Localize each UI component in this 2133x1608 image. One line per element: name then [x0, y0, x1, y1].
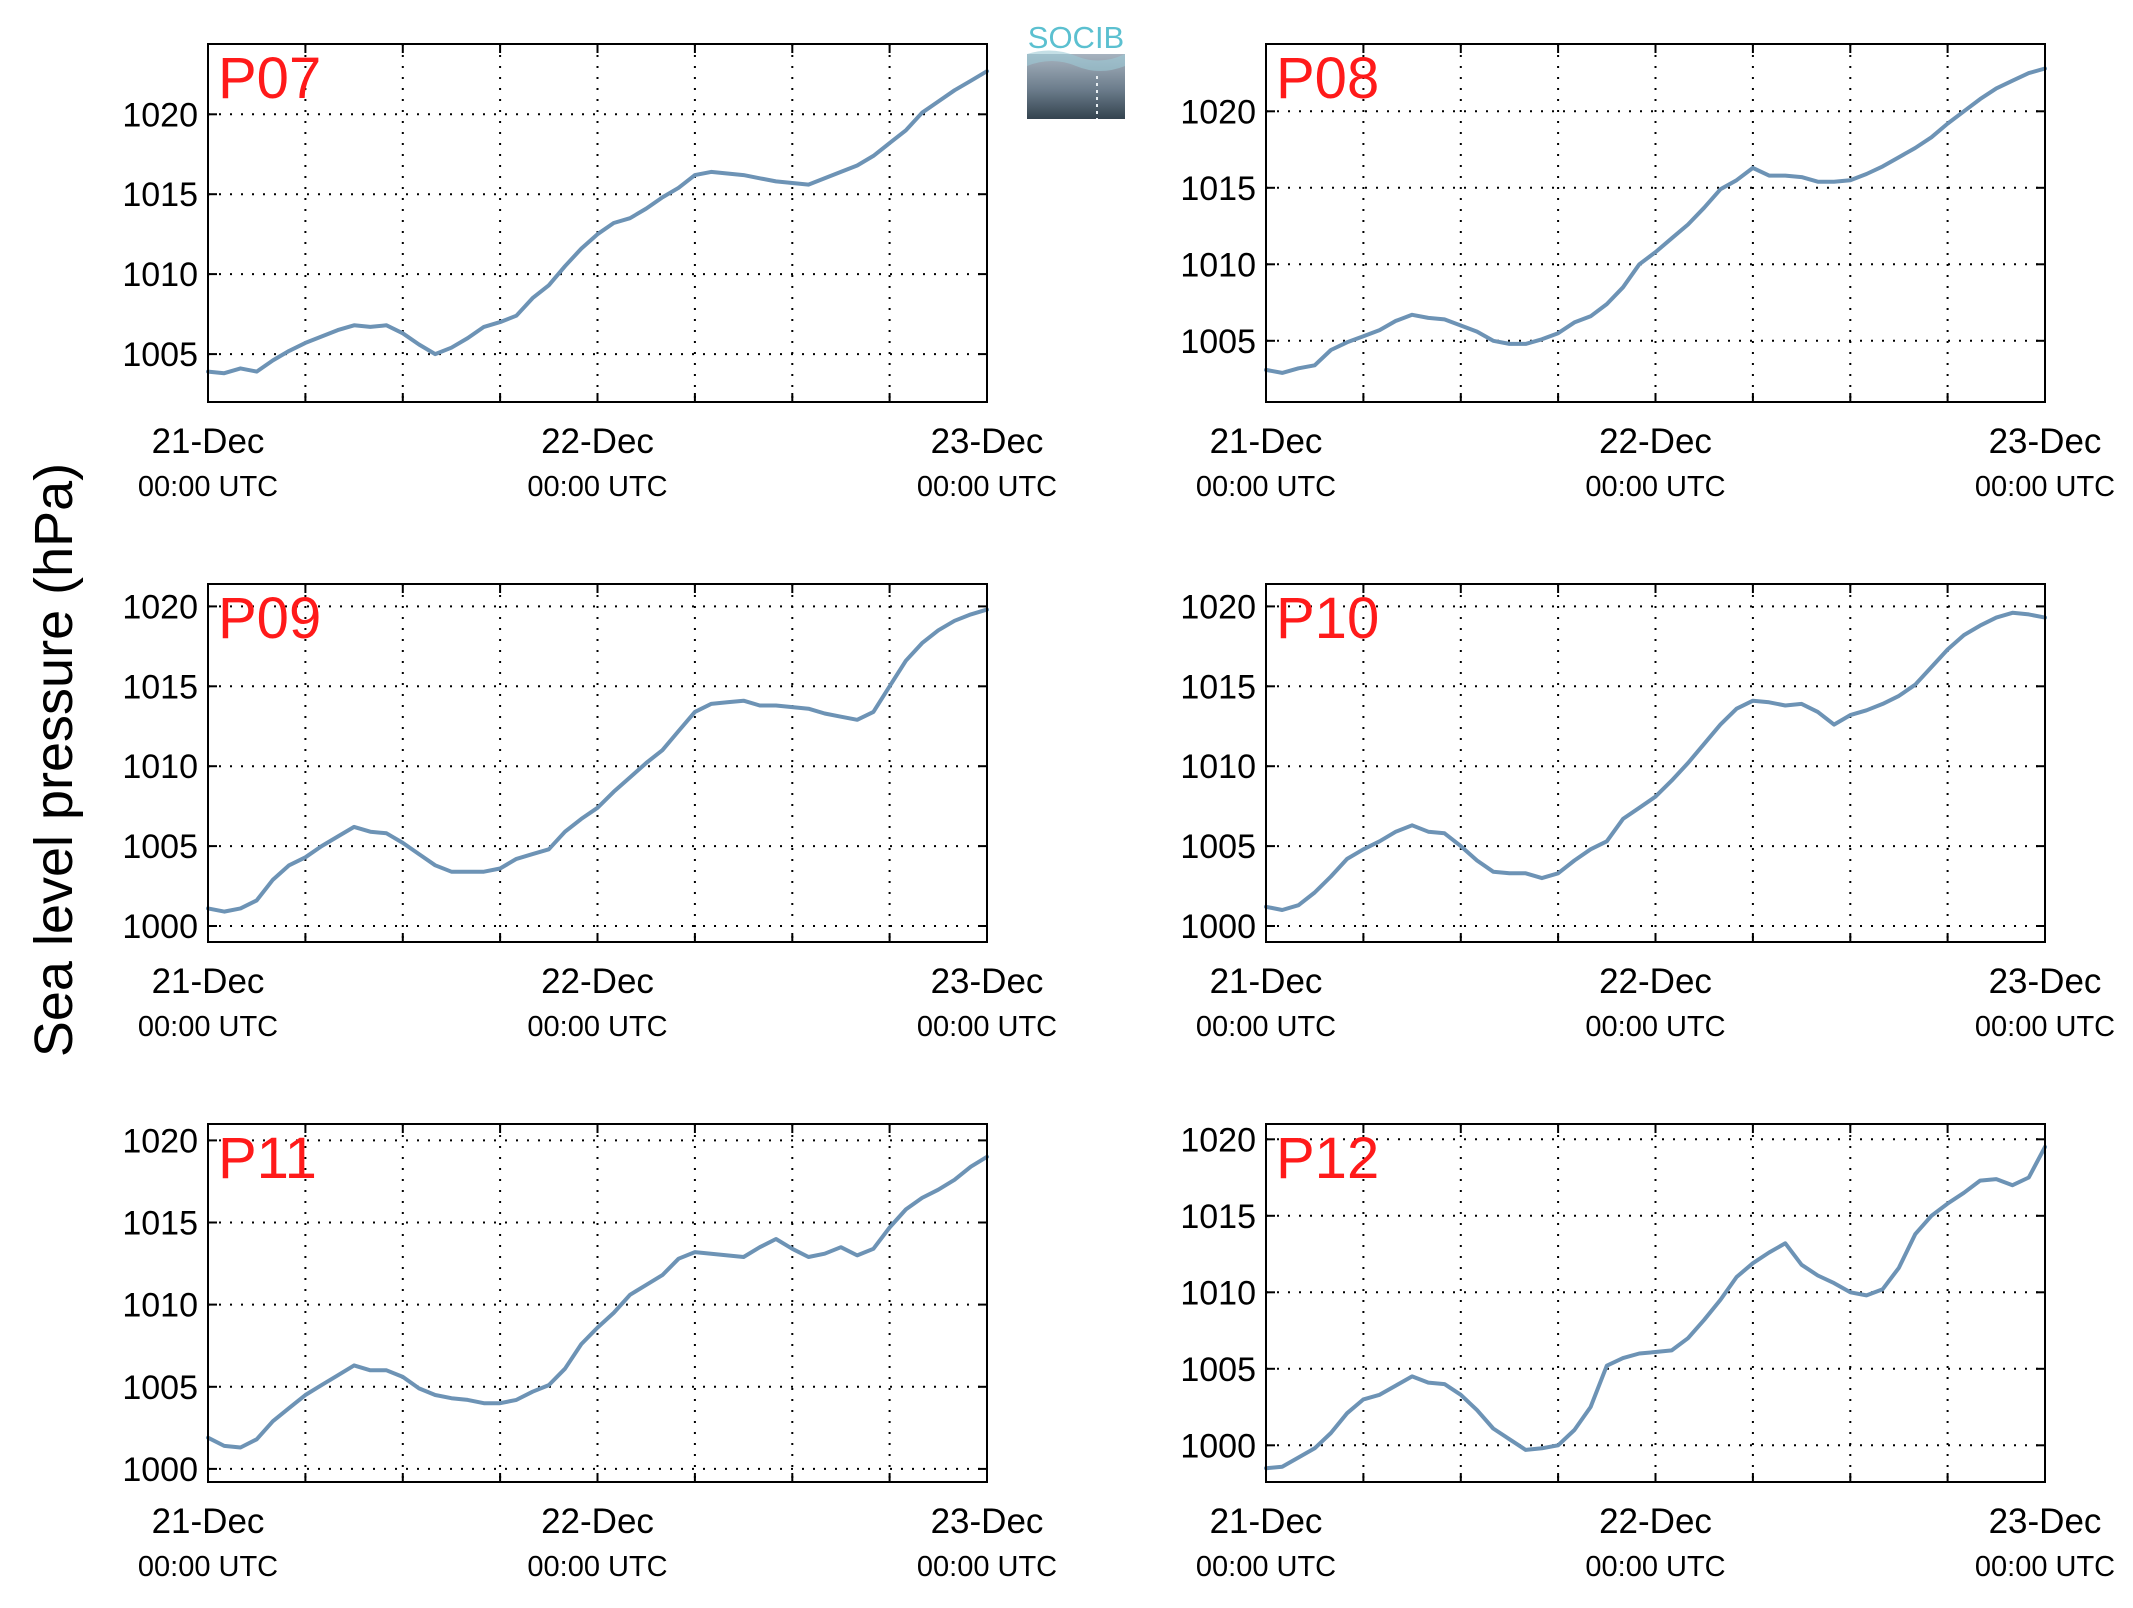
- y-tick-label: 1000: [122, 1451, 198, 1489]
- y-tick-label: 1005: [122, 1369, 198, 1407]
- logo-text: SOCIB: [1028, 20, 1124, 55]
- y-tick-label: 1010: [1180, 246, 1256, 284]
- panel-p07: 1005 1010 1015 1020 P07 21-Dec 00:00 UTC 22-Dec…: [122, 43, 1057, 503]
- y-tick-label: 1000: [122, 908, 198, 946]
- x-tick-sublabel: 00:00 UTC: [138, 1011, 278, 1043]
- x-tick-sublabel: 00:00 UTC: [1196, 1551, 1336, 1583]
- x-tick-label: 22-Dec: [1599, 1502, 1712, 1541]
- x-tick-label: 23-Dec: [931, 1502, 1044, 1541]
- x-tick-sublabel: 00:00 UTC: [1196, 471, 1336, 503]
- y-tick-label: 1015: [122, 668, 198, 706]
- plot-frame: [207, 43, 988, 403]
- x-tick-label: 21-Dec: [152, 422, 265, 461]
- x-tick-label: 21-Dec: [152, 962, 265, 1001]
- panel-label: P11: [218, 1126, 317, 1191]
- panel-label: P09: [218, 586, 321, 651]
- y-tick-label: 1005: [122, 336, 198, 374]
- socib-logo: SOCIB: [1027, 20, 1125, 119]
- y-axis-label: Sea level pressure (hPa): [24, 463, 84, 1057]
- x-tick-sublabel: 00:00 UTC: [917, 471, 1057, 503]
- pressure-series-line: [206, 1154, 989, 1450]
- x-tick-label: 22-Dec: [1599, 422, 1712, 461]
- x-tick-label: 21-Dec: [1210, 422, 1323, 461]
- y-tick-label: 1010: [1180, 1274, 1256, 1312]
- pressure-series-line: [1264, 610, 2047, 912]
- x-tick-sublabel: 00:00 UTC: [917, 1011, 1057, 1043]
- y-tick-label: 1020: [1180, 588, 1256, 626]
- x-tick-sublabel: 00:00 UTC: [527, 471, 667, 503]
- pressure-series-line: [206, 69, 989, 376]
- y-tick-label: 1015: [122, 176, 198, 214]
- x-tick-label: 22-Dec: [1599, 962, 1712, 1001]
- x-tick-label: 23-Dec: [1989, 422, 2102, 461]
- y-tick-label: 1005: [1180, 323, 1256, 361]
- x-tick-label: 21-Dec: [1210, 1502, 1323, 1541]
- pressure-series-line: [206, 607, 989, 914]
- x-tick-sublabel: 00:00 UTC: [527, 1011, 667, 1043]
- plot-frame: [1265, 43, 2046, 403]
- y-tick-label: 1005: [1180, 828, 1256, 866]
- x-tick-sublabel: 00:00 UTC: [527, 1551, 667, 1583]
- x-tick-label: 22-Dec: [541, 1502, 654, 1541]
- x-tick-sublabel: 00:00 UTC: [138, 1551, 278, 1583]
- panel-p10: 1000 1005 1010 1015 1020 P10 21-Dec 00:00 UTC 22…: [1180, 583, 2115, 1043]
- y-tick-label: 1005: [122, 828, 198, 866]
- panel-label: P08: [1276, 46, 1379, 111]
- x-tick-sublabel: 00:00 UTC: [1585, 1551, 1725, 1583]
- y-tick-label: 1015: [1180, 1198, 1256, 1236]
- pressure-series-line: [1264, 66, 2047, 375]
- x-tick-label: 22-Dec: [541, 962, 654, 1001]
- y-tick-label: 1015: [1180, 170, 1256, 208]
- y-tick-label: 1010: [122, 748, 198, 786]
- panel-label: P12: [1276, 1126, 1379, 1191]
- x-tick-sublabel: 00:00 UTC: [1196, 1011, 1336, 1043]
- panel-p12: 1000 1005 1010 1015 1020 P12 21-Dec 00:00 UTC 22…: [1180, 1121, 2115, 1583]
- x-tick-sublabel: 00:00 UTC: [917, 1551, 1057, 1583]
- y-tick-label: 1020: [122, 1122, 198, 1160]
- y-tick-label: 1020: [122, 588, 198, 626]
- panel-p09: 1000 1005 1010 1015 1020 P09 21-Dec 00:00 UTC 22…: [122, 583, 1057, 1043]
- panel-p11: 1000 1005 1010 1015 1020 P11 21-Dec 00:00 UTC 22…: [122, 1122, 1057, 1583]
- pressure-series-line: [1264, 1144, 2047, 1471]
- y-tick-label: 1010: [1180, 748, 1256, 786]
- x-tick-label: 22-Dec: [541, 422, 654, 461]
- x-tick-sublabel: 00:00 UTC: [1975, 1011, 2115, 1043]
- y-tick-label: 1000: [1180, 908, 1256, 946]
- plot-frame: [207, 583, 988, 943]
- x-tick-label: 23-Dec: [1989, 962, 2102, 1001]
- y-tick-label: 1015: [1180, 668, 1256, 706]
- panel-label: P10: [1276, 586, 1379, 651]
- y-tick-label: 1005: [1180, 1351, 1256, 1389]
- y-tick-label: 1000: [1180, 1427, 1256, 1465]
- plot-frame: [1265, 1123, 2046, 1483]
- x-tick-sublabel: 00:00 UTC: [1975, 1551, 2115, 1583]
- plot-frame: [1265, 583, 2046, 943]
- x-tick-sublabel: 00:00 UTC: [1975, 471, 2115, 503]
- x-tick-sublabel: 00:00 UTC: [1585, 471, 1725, 503]
- y-tick-label: 1010: [122, 1287, 198, 1325]
- x-tick-label: 21-Dec: [1210, 962, 1323, 1001]
- y-tick-label: 1020: [122, 96, 198, 134]
- panel-p08: 1005 1010 1015 1020 P08 21-Dec 00:00 UTC 22-Dec…: [1180, 43, 2115, 503]
- panel-label: P07: [218, 46, 321, 111]
- x-tick-label: 23-Dec: [931, 422, 1044, 461]
- y-tick-label: 1020: [1180, 1121, 1256, 1159]
- x-tick-sublabel: 00:00 UTC: [1585, 1011, 1725, 1043]
- x-tick-label: 21-Dec: [152, 1502, 265, 1541]
- x-tick-label: 23-Dec: [931, 962, 1044, 1001]
- plot-frame: [207, 1123, 988, 1483]
- x-tick-sublabel: 00:00 UTC: [138, 471, 278, 503]
- y-tick-label: 1010: [122, 256, 198, 294]
- y-tick-label: 1020: [1180, 93, 1256, 131]
- y-tick-label: 1015: [122, 1205, 198, 1243]
- x-tick-label: 23-Dec: [1989, 1502, 2102, 1541]
